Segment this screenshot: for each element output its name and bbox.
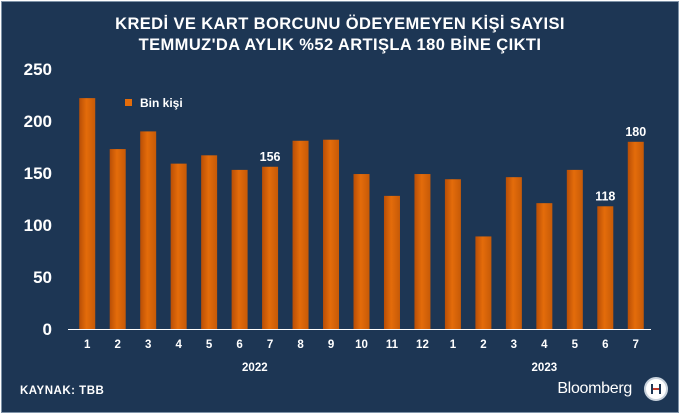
x-tick-label: 4 — [541, 339, 548, 351]
y-tick-label: 200 — [24, 112, 52, 131]
y-tick-label: 0 — [43, 320, 52, 339]
hth-logo-icon — [644, 377, 668, 401]
year-label: 2022 — [242, 362, 268, 374]
bar — [353, 174, 370, 329]
y-tick-label: 50 — [33, 268, 52, 287]
bar — [231, 169, 248, 329]
x-tick-label: 6 — [236, 339, 242, 351]
bar — [292, 140, 309, 329]
bar — [383, 195, 400, 329]
x-tick-label: 3 — [511, 339, 517, 351]
bar — [201, 155, 218, 329]
x-tick-label: 11 — [386, 339, 399, 351]
title-line-1: KREDİ VE KART BORCUNU ÖDEYEMEYEN KİŞİ SA… — [115, 15, 565, 33]
legend-swatch — [125, 99, 132, 106]
x-tick-label: 8 — [297, 339, 304, 351]
bar — [597, 206, 614, 329]
bar — [475, 236, 492, 329]
bar — [79, 98, 96, 330]
y-tick-label: 150 — [24, 164, 52, 183]
x-tick-label: 5 — [206, 339, 213, 351]
x-tick-label: 10 — [355, 339, 368, 351]
source-note: KAYNAK: TBB — [20, 385, 105, 397]
x-tick-label: 4 — [175, 339, 182, 351]
bar — [170, 163, 187, 329]
data-label: 180 — [625, 125, 646, 139]
legend-label: Bin kişi — [140, 96, 183, 110]
x-tick-label: 9 — [328, 339, 334, 351]
bar — [627, 141, 644, 329]
y-tick-label: 100 — [24, 216, 52, 235]
bar — [444, 179, 461, 329]
bar — [323, 139, 340, 329]
bar — [414, 174, 431, 329]
x-tick-label: 5 — [572, 339, 579, 351]
x-tick-label: 6 — [602, 339, 608, 351]
bar — [109, 149, 126, 329]
bar — [536, 203, 553, 329]
x-tick-label: 2 — [480, 339, 486, 351]
x-tick-label: 12 — [416, 339, 429, 351]
x-tick-label: 1 — [450, 339, 457, 351]
x-tick-label: 7 — [267, 339, 273, 351]
bar — [262, 166, 279, 329]
x-tick-label: 1 — [84, 339, 91, 351]
brand-name: Bloomberg — [557, 380, 632, 397]
data-label: 156 — [260, 150, 281, 164]
x-tick-label: 3 — [145, 339, 151, 351]
x-tick-label: 7 — [633, 339, 639, 351]
year-label: 2023 — [532, 362, 558, 374]
x-tick-label: 2 — [115, 339, 121, 351]
bar — [140, 131, 157, 329]
data-label: 118 — [595, 189, 615, 203]
bar — [505, 177, 522, 329]
title-line-2: TEMMUZ'DA AYLIK %52 ARTIŞLA 180 BİNE ÇIK… — [138, 36, 542, 54]
y-tick-label: 250 — [24, 60, 52, 79]
bar — [566, 169, 583, 329]
chart-title: KREDİ VE KART BORCUNU ÖDEYEMEYEN KİŞİ SA… — [2, 14, 678, 56]
